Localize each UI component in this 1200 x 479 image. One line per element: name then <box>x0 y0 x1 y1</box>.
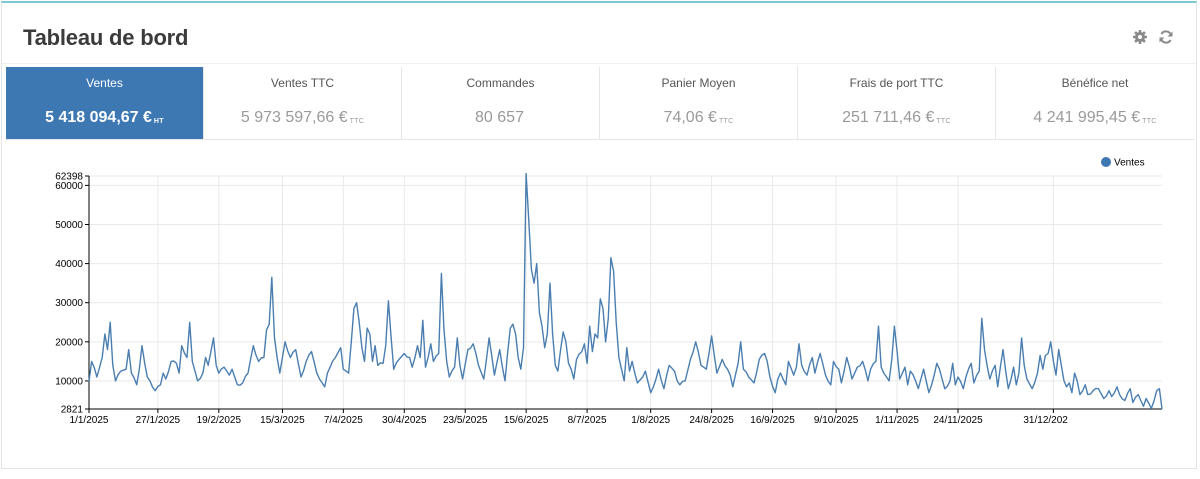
x-tick-label: 1/1/2025 <box>70 415 109 426</box>
y-tick-label: 60000 <box>55 181 83 192</box>
kpi-unit: TTC <box>718 118 734 125</box>
kpi-amount: 74,06 € <box>663 109 717 126</box>
kpi-divider <box>6 139 1194 140</box>
kpi-unit: TTC <box>936 118 951 125</box>
kpi-value: 4 241 995,45 € TTC <box>996 109 1194 127</box>
y-tick-label: 2821 <box>61 405 84 416</box>
legend-marker[interactable] <box>1101 157 1111 167</box>
x-tick-label: 24/8/2025 <box>689 415 734 426</box>
kpi-tab-commandes[interactable]: Commandes 80 657 <box>402 67 600 139</box>
kpi-label: Frais de port TTC <box>849 76 944 90</box>
kpi-amount: 5 418 094,67 € <box>45 109 152 126</box>
kpi-label: Ventes <box>86 76 123 90</box>
x-tick-label: 27/1/2025 <box>136 415 181 426</box>
x-tick-label: 30/4/2025 <box>382 415 427 426</box>
x-tick-label: 23/5/2025 <box>443 415 488 426</box>
x-tick-label: 31/12/202 <box>1023 415 1068 426</box>
x-tick-label: 15/3/2025 <box>260 415 305 426</box>
y-tick-label: 10000 <box>55 376 83 387</box>
page-title: Tableau de bord <box>23 25 189 50</box>
kpi-value: 5 418 094,67 € HT <box>6 109 203 127</box>
kpi-tab-ventes[interactable]: Ventes 5 418 094,67 € HT <box>6 67 204 139</box>
x-tick-label: 1/11/2025 <box>875 415 919 426</box>
kpi-amount: 4 241 995,45 € <box>1033 109 1141 126</box>
kpi-tab-panier-moyen[interactable]: Panier Moyen 74,06 € TTC <box>600 67 798 139</box>
kpi-label: Bénéfice net <box>1061 76 1129 90</box>
kpi-value: 80 657 <box>402 109 599 127</box>
series-line-ventes <box>88 172 1163 410</box>
x-tick-label: 9/10/2025 <box>814 415 859 426</box>
y-tick-label: 62398 <box>55 172 83 183</box>
kpi-amount: 5 973 597,66 € <box>240 109 348 126</box>
kpi-value: 74,06 € TTC <box>600 109 797 127</box>
kpi-tab-frais-de-port[interactable]: Frais de port TTC 251 711,46 € TTC <box>798 67 996 139</box>
x-tick-label: 1/8/2025 <box>631 415 670 426</box>
x-tick-label: 24/11/2025 <box>933 415 983 426</box>
x-tick-label: 16/9/2025 <box>750 415 795 426</box>
y-tick-label: 40000 <box>55 259 83 270</box>
kpi-value: 251 711,46 € TTC <box>798 109 995 127</box>
kpi-label: Panier Moyen <box>661 76 736 90</box>
kpi-label: Commandes <box>466 76 535 90</box>
x-tick-label: 19/2/2025 <box>197 415 242 426</box>
kpi-unit: HT <box>153 118 164 125</box>
y-tick-label: 30000 <box>55 298 83 309</box>
panel-tools <box>1132 29 1174 45</box>
title-divider <box>2 63 1196 64</box>
kpi-value: 5 973 597,66 € TTC <box>204 109 401 127</box>
x-tick-label: 7/4/2025 <box>324 415 363 426</box>
y-tick-label: 50000 <box>55 220 83 231</box>
x-tick-label: 15/6/2025 <box>504 415 549 426</box>
kpi-tab-benefice-net[interactable]: Bénéfice net 4 241 995,45 € TTC <box>996 67 1194 139</box>
kpi-unit: TTC <box>1142 118 1157 125</box>
kpi-label: Ventes TTC <box>270 76 335 90</box>
gear-icon[interactable] <box>1132 29 1148 45</box>
kpi-tab-ventes-ttc[interactable]: Ventes TTC 5 973 597,66 € TTC <box>204 67 402 139</box>
y-tick-label: 20000 <box>55 337 83 348</box>
x-tick-label: 8/7/2025 <box>568 415 607 426</box>
refresh-icon[interactable] <box>1158 29 1174 45</box>
kpi-amount: 80 657 <box>475 109 524 126</box>
kpi-unit: TTC <box>349 118 365 125</box>
kpi-tabs: Ventes 5 418 094,67 € HT Ventes TTC 5 973… <box>6 67 1194 139</box>
legend-label[interactable]: Ventes <box>1114 158 1145 169</box>
kpi-amount: 251 711,46 € <box>842 109 935 126</box>
